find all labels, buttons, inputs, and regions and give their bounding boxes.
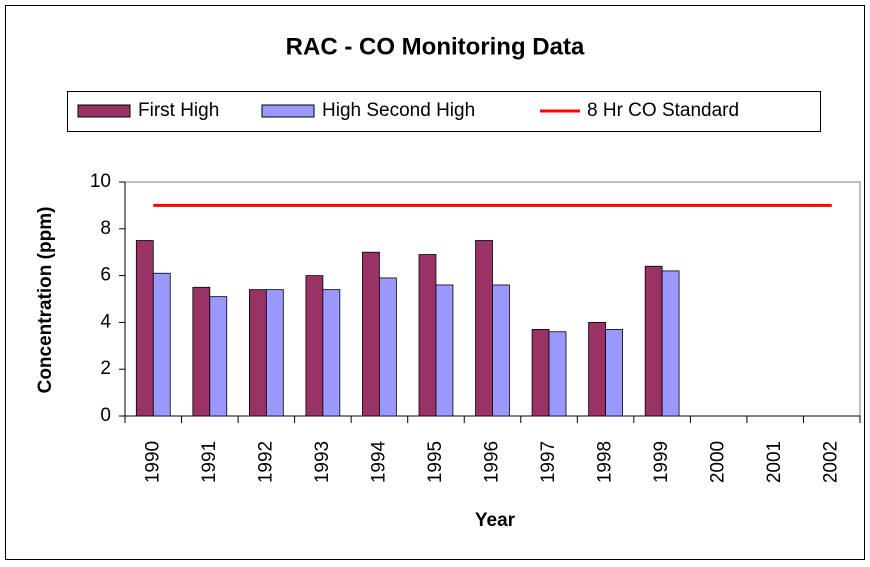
x-tick-label: 1994 [368, 440, 389, 483]
chart-title: RAC - CO Monitoring Data [286, 33, 585, 60]
bar [588, 321, 606, 417]
bar [209, 296, 228, 417]
x-tick-label: 1993 [312, 441, 333, 483]
bar [644, 265, 663, 417]
bar [418, 254, 437, 417]
x-tick-label: 1991 [199, 441, 220, 483]
y-axis-label: Concentration (ppm) [35, 207, 56, 394]
bar [475, 240, 493, 417]
x-tick-label: 1990 [142, 441, 163, 483]
bar [248, 289, 267, 417]
bar [379, 277, 397, 417]
y-tick-label: 2 [100, 358, 111, 379]
x-tick-label: 1996 [482, 441, 503, 483]
bar [362, 251, 380, 417]
bar [135, 240, 154, 417]
bar [492, 284, 510, 417]
bar [435, 284, 454, 417]
x-tick-label: 1998 [595, 441, 616, 483]
legend-label: First High [138, 100, 219, 121]
y-tick-label: 0 [100, 405, 111, 426]
y-tick-label: 8 [100, 218, 111, 239]
bar [192, 286, 211, 417]
x-tick-label: 1992 [255, 441, 276, 483]
y-tick-label: 4 [100, 311, 111, 332]
x-tick-label: 2002 [821, 441, 842, 483]
bar [605, 329, 623, 417]
x-axis-label: Year [475, 510, 516, 531]
legend-label: 8 Hr CO Standard [587, 100, 739, 121]
bar [322, 289, 341, 417]
bar [548, 331, 567, 417]
x-tick-label: 1997 [538, 441, 559, 483]
legend-box [67, 91, 821, 132]
x-tick-label: 2000 [708, 441, 729, 483]
x-tick-label: 1995 [425, 441, 446, 483]
bar [305, 275, 324, 417]
x-tick-label: 2001 [764, 441, 785, 483]
bar [265, 289, 284, 417]
legend-swatch [77, 104, 131, 118]
legend-label: High Second High [322, 100, 475, 121]
bar [661, 270, 680, 417]
bar [531, 329, 550, 417]
legend-swatch [261, 104, 315, 118]
x-tick-label: 1999 [651, 441, 672, 483]
y-tick-label: 10 [90, 171, 111, 192]
y-tick-label: 6 [100, 265, 111, 286]
bar [152, 272, 171, 417]
